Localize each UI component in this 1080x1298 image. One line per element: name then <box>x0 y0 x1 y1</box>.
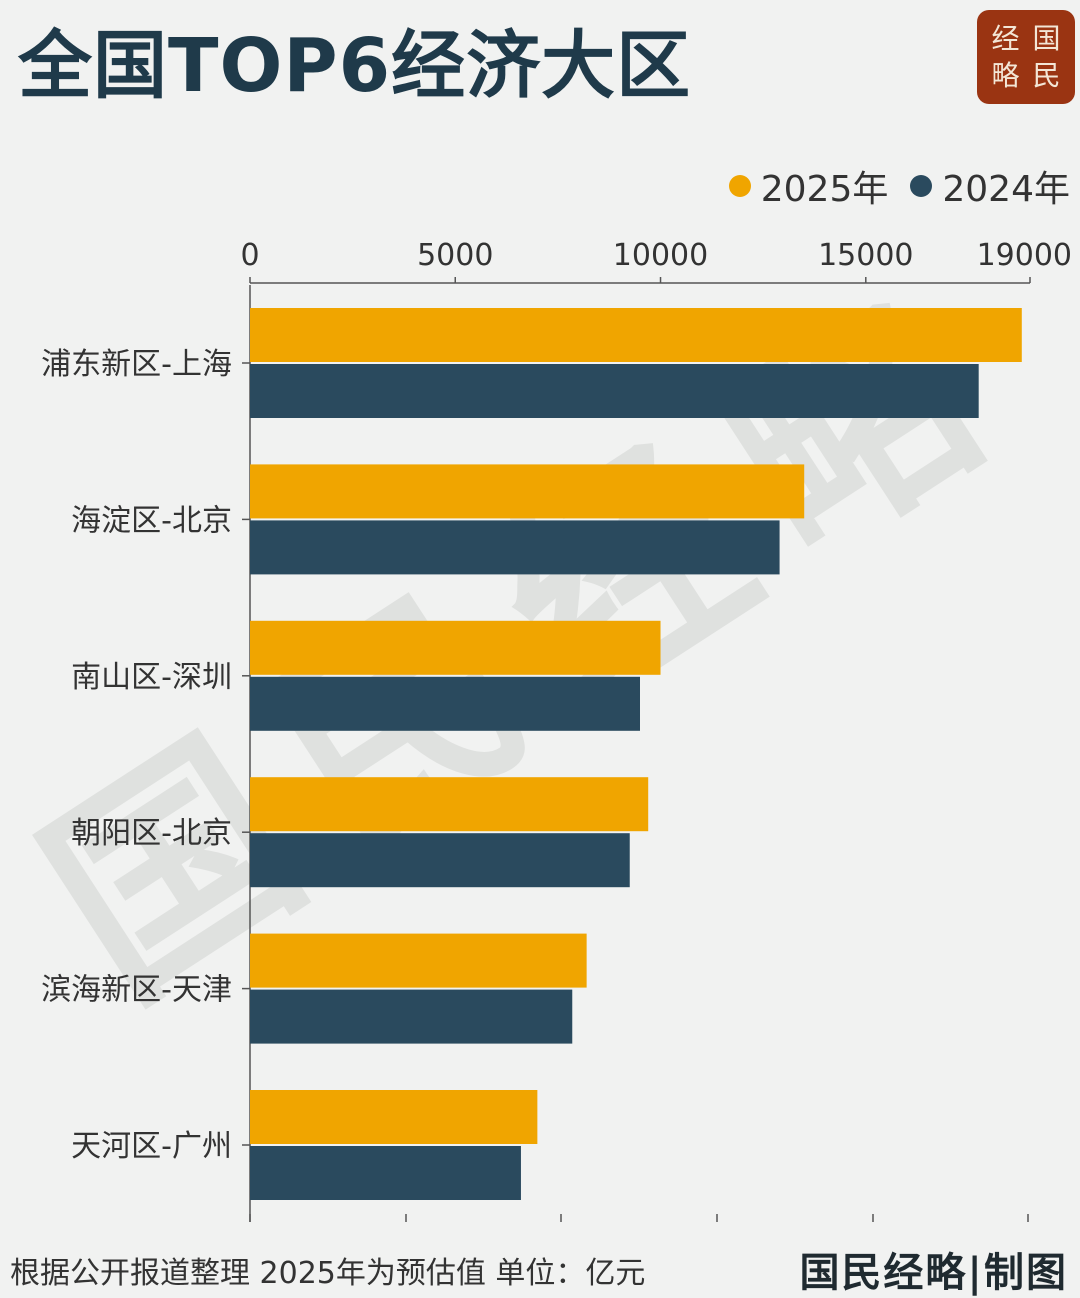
footnote: 根据公开报道整理 2025年为预估值 单位：亿元 <box>10 1256 646 1291</box>
category-label: 天河区-广州 <box>71 1129 232 1164</box>
bar-2025 <box>250 777 649 832</box>
brand-logo: 经 国 略 民 <box>977 10 1075 104</box>
logo-char: 国 <box>1032 21 1061 55</box>
legend-dot-2024 <box>910 175 933 197</box>
bar-2025 <box>250 620 661 675</box>
bar-2024 <box>250 833 630 888</box>
credit-label: 国民经略|制图 <box>799 1249 1068 1296</box>
category-label: 浦东新区-上海 <box>41 347 232 382</box>
bar-2024 <box>250 989 573 1044</box>
bar-2025 <box>250 1090 538 1144</box>
chart-legend: 2025年 2024年 <box>728 160 1070 212</box>
logo-char: 民 <box>1032 58 1061 92</box>
bar-2024 <box>250 520 780 575</box>
legend-item-2025: 2025年 <box>728 160 889 212</box>
category-label: 朝阳区-北京 <box>71 816 232 851</box>
category-label: 海淀区-北京 <box>71 503 232 538</box>
bar-2024 <box>250 364 979 418</box>
chart-title: 全国TOP6经济大区 <box>18 23 692 109</box>
logo-char: 略 <box>991 58 1020 92</box>
bar-2024 <box>250 676 640 731</box>
bar-2025 <box>250 933 587 988</box>
legend-item-2024: 2024年 <box>910 160 1070 212</box>
legend-dot-2025 <box>728 175 751 197</box>
logo-char: 经 <box>991 21 1020 55</box>
category-label: 南山区-深圳 <box>71 660 232 695</box>
x-tick-label: 19000 <box>977 238 1072 273</box>
category-label: 滨海新区-天津 <box>41 973 232 1008</box>
legend-label-2025: 2025年 <box>760 169 889 210</box>
x-tick-label: 15000 <box>818 238 913 273</box>
bar-2025 <box>250 308 1022 362</box>
legend-label-2024: 2024年 <box>942 169 1070 210</box>
x-tick-label: 0 <box>240 238 259 273</box>
x-tick-label: 10000 <box>613 238 708 273</box>
bar-2024 <box>250 1146 521 1200</box>
x-tick-label: 5000 <box>417 238 493 273</box>
bar-2025 <box>250 464 805 519</box>
